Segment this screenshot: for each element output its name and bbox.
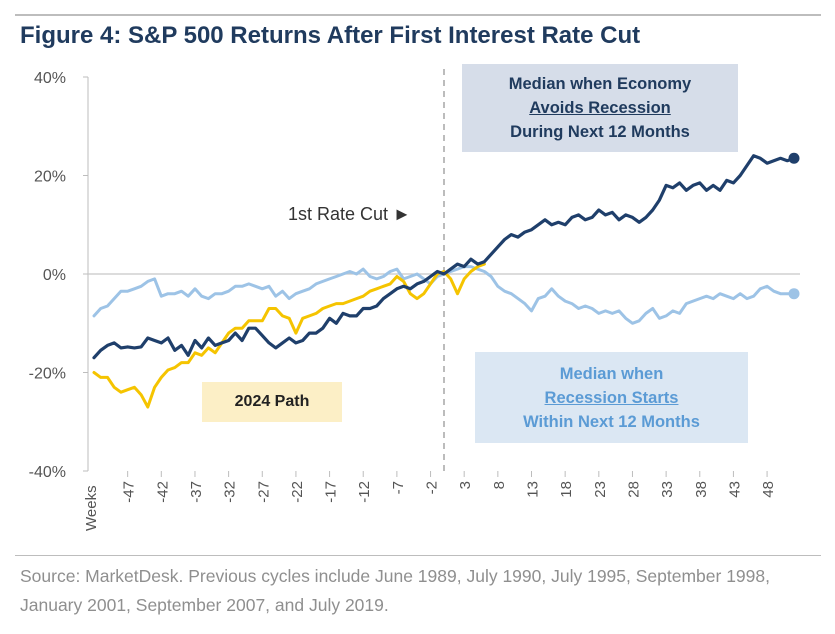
- annotation-2024-path: 2024 Path: [202, 382, 342, 422]
- x-tick-label: 38: [693, 481, 710, 498]
- x-tick-label: 18: [558, 481, 575, 498]
- annotation-recovery: Median when Economy Avoids Recession Dur…: [462, 64, 738, 152]
- y-tick-label: -40%: [29, 464, 66, 481]
- x-tick-label: -22: [289, 481, 306, 503]
- x-tick-label: 8: [491, 481, 508, 489]
- y-tick-label: 40%: [34, 70, 66, 87]
- top-rule: [15, 14, 821, 16]
- x-tick-label: 23: [592, 481, 609, 498]
- source-note: Source: MarketDesk. Previous cycles incl…: [20, 566, 770, 615]
- series-endpoint-recovery: [788, 152, 800, 164]
- x-tick-label: 43: [726, 481, 743, 498]
- x-tick-label: 13: [525, 481, 542, 498]
- bottom-rule: [15, 555, 821, 556]
- rate-cut-label: 1st Rate Cut ►: [288, 204, 411, 224]
- annotation-recession-line1: Median when: [559, 365, 664, 383]
- x-tick-label: 28: [625, 481, 642, 498]
- x-tick-label: -12: [356, 481, 373, 503]
- chart-title: Figure 4: S&P 500 Returns After First In…: [20, 22, 641, 49]
- annotation-recovery-line3: During Next 12 Months: [510, 123, 690, 141]
- x-tick-label: -47: [121, 481, 138, 503]
- y-tick-label: -20%: [29, 366, 66, 383]
- x-tick-label: -27: [255, 481, 272, 503]
- x-tick-label: -37: [188, 481, 205, 503]
- series-line-path2024: [92, 262, 486, 409]
- annotation-recovery-line1: Median when Economy: [508, 75, 692, 93]
- y-tick-label: 0%: [43, 267, 66, 284]
- x-axis-label: Weeks: [83, 485, 100, 531]
- annotation-recession-line2: Recession Starts: [544, 389, 679, 407]
- x-tick-label: 3: [457, 481, 474, 489]
- y-tick-label: 20%: [34, 169, 66, 186]
- series-line-recovery: [92, 154, 796, 360]
- x-tick-label: -7: [390, 481, 407, 494]
- annotation-recession: Median when Recession Starts Within Next…: [475, 352, 748, 443]
- x-tick-label: -2: [424, 481, 441, 494]
- x-tick-label: 33: [659, 481, 676, 498]
- x-tick-label: -42: [154, 481, 171, 503]
- x-tick-label: -17: [323, 481, 340, 503]
- annotation-recovery-line2: Avoids Recession: [529, 99, 671, 117]
- x-tick-label: -32: [222, 481, 239, 503]
- x-tick-label: 48: [760, 481, 777, 498]
- annotation-recession-line3: Within Next 12 Months: [523, 413, 700, 431]
- chart-svg: 40%20%0%-20%-40% Weeks -47 -42 -37 -32 -27 -22…: [29, 69, 800, 531]
- series-endpoint-recession: [788, 288, 800, 300]
